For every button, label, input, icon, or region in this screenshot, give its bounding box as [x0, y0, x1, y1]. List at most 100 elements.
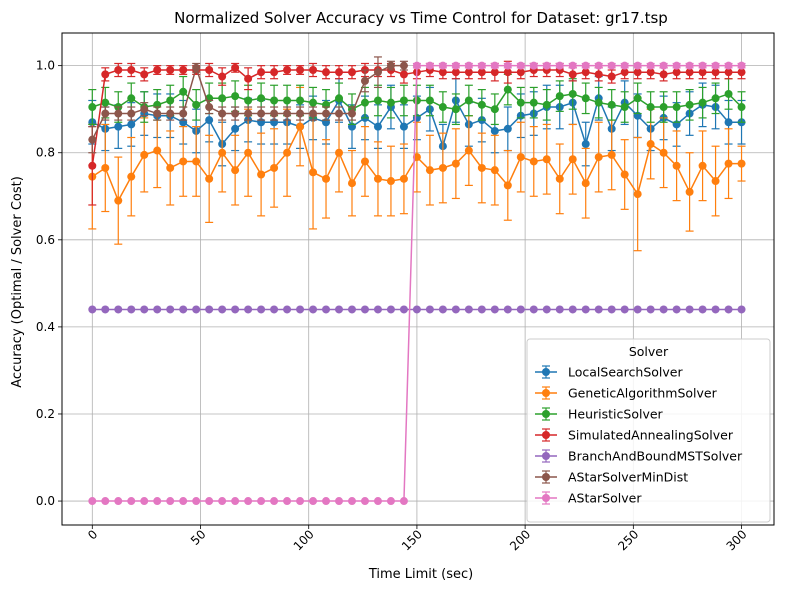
data-point: [646, 305, 655, 314]
data-point: [270, 305, 279, 314]
data-point: [503, 68, 512, 77]
data-point: [101, 98, 110, 107]
data-point: [270, 109, 279, 118]
data-point: [335, 305, 344, 314]
data-point: [244, 109, 253, 118]
data-point: [425, 61, 434, 70]
data-point: [633, 305, 642, 314]
data-point: [360, 76, 369, 85]
data-point: [101, 70, 110, 79]
data-point: [386, 177, 395, 186]
data-point: [283, 66, 292, 75]
data-point: [373, 122, 382, 131]
data-point: [166, 497, 175, 506]
data-point: [347, 305, 356, 314]
data-point: [296, 497, 305, 506]
data-point: [711, 68, 720, 77]
data-point: [360, 98, 369, 107]
data-point: [399, 497, 408, 506]
data-point: [516, 61, 525, 70]
data-point: [477, 61, 486, 70]
data-point: [737, 159, 746, 168]
data-point: [347, 179, 356, 188]
data-point: [633, 61, 642, 70]
data-point: [399, 305, 408, 314]
data-point: [192, 305, 201, 314]
data-point: [568, 70, 577, 79]
data-point: [464, 68, 473, 77]
data-point: [386, 61, 395, 70]
data-point: [231, 92, 240, 101]
data-point: [166, 66, 175, 75]
data-point: [153, 66, 162, 75]
data-point: [412, 96, 421, 105]
data-point: [153, 305, 162, 314]
data-point: [581, 61, 590, 70]
data-point: [127, 94, 136, 103]
data-point: [737, 68, 746, 77]
y-tick-label: 0.6: [36, 233, 55, 247]
legend-label: BranchAndBoundMSTSolver: [568, 449, 743, 464]
data-point: [711, 61, 720, 70]
data-point: [672, 305, 681, 314]
data-point: [620, 61, 629, 70]
data-point: [322, 68, 331, 77]
data-point: [218, 497, 227, 506]
data-point: [270, 163, 279, 172]
data-point: [335, 109, 344, 118]
data-point: [490, 305, 499, 314]
legend-label: SimulatedAnnealingSolver: [568, 428, 734, 443]
data-point: [620, 103, 629, 112]
data-point: [257, 305, 266, 314]
data-point: [153, 146, 162, 155]
data-point: [309, 109, 318, 118]
data-point: [127, 497, 136, 506]
data-point: [399, 174, 408, 183]
data-point: [205, 103, 214, 112]
data-point: [594, 61, 603, 70]
data-point: [153, 109, 162, 118]
data-point: [373, 68, 382, 77]
data-point: [464, 96, 473, 105]
data-point: [412, 61, 421, 70]
data-point: [477, 100, 486, 109]
data-point: [360, 305, 369, 314]
data-point: [373, 305, 382, 314]
data-point: [581, 94, 590, 103]
data-point: [477, 68, 486, 77]
data-point: [685, 187, 694, 196]
data-point: [399, 96, 408, 105]
data-point: [114, 109, 123, 118]
data-point: [555, 305, 564, 314]
data-point: [347, 109, 356, 118]
data-point: [464, 305, 473, 314]
data-point: [373, 96, 382, 105]
data-point: [685, 68, 694, 77]
data-point: [399, 122, 408, 131]
data-point: [296, 109, 305, 118]
data-point: [594, 98, 603, 107]
data-point: [166, 163, 175, 172]
plot-frame: [61, 32, 775, 526]
data-point: [503, 85, 512, 94]
data-point: [438, 68, 447, 77]
data-point: [192, 100, 201, 109]
data-point: [529, 98, 538, 107]
data-point: [114, 196, 123, 205]
data-point: [594, 70, 603, 79]
data-point: [140, 305, 149, 314]
data-point: [633, 94, 642, 103]
data-point: [257, 497, 266, 506]
data-point: [322, 305, 331, 314]
legend-entry: AStarSolverMinDist: [535, 470, 688, 485]
data-point: [218, 148, 227, 157]
data-point: [192, 157, 201, 166]
data-point: [438, 103, 447, 112]
data-point: [231, 305, 240, 314]
data-point: [685, 61, 694, 70]
data-point: [360, 497, 369, 506]
data-point: [516, 68, 525, 77]
data-point: [231, 109, 240, 118]
data-point: [672, 161, 681, 170]
data-point: [490, 126, 499, 135]
